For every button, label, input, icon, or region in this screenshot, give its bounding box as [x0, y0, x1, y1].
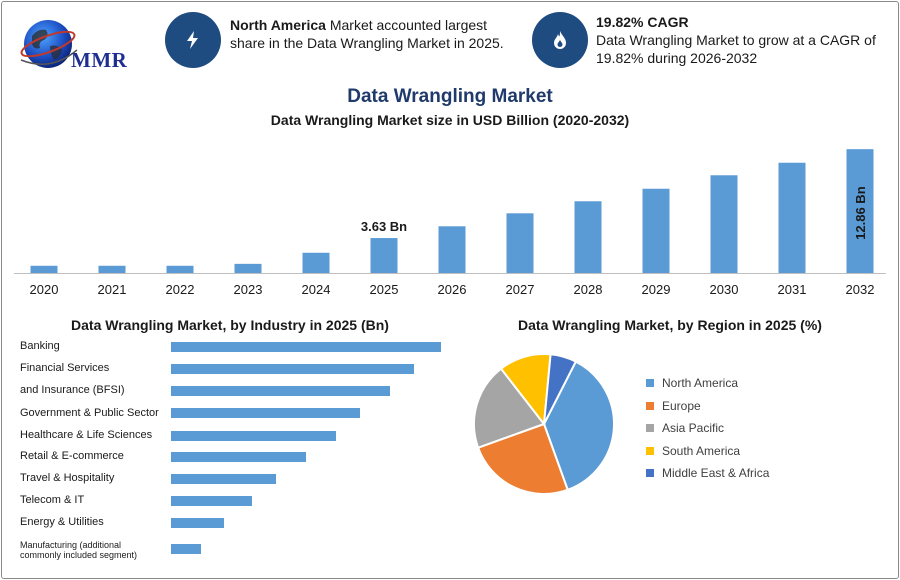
legend-label: North America — [662, 376, 739, 391]
mmr-logo — [20, 20, 78, 68]
legend-item: Middle East & Africa — [646, 462, 769, 485]
bar-2028 — [574, 201, 602, 273]
bar-2029 — [642, 188, 670, 273]
main-chart-subtitle: Data Wrangling Market size in USD Billio… — [270, 112, 630, 128]
bar-2023 — [234, 263, 262, 273]
region-chart-title: Data Wrangling Market, by Region in 2025… — [518, 317, 822, 333]
region-legend: North America Europe Asia Pacific South Ame… — [646, 372, 769, 485]
pie-slice-middle-east-africa — [543, 353, 578, 425]
industry-bar — [171, 496, 252, 506]
x-tick-2028: 2028 — [574, 282, 603, 297]
info1-line2: share in the Data Wrangling Market in 20… — [230, 35, 504, 51]
bar-2027 — [506, 213, 534, 273]
info-north-america: North America Market accounted largest s… — [230, 16, 520, 52]
bar-2032 — [846, 149, 874, 273]
legend-swatch — [646, 446, 654, 455]
legend-swatch — [646, 424, 654, 433]
industry-label: Telecom & IT — [20, 494, 85, 506]
x-tick-2032: 2032 — [846, 282, 875, 297]
info1-text: Market accounted largest — [325, 17, 488, 33]
x-tick-2031: 2031 — [778, 282, 807, 297]
legend-item: North America — [646, 372, 769, 395]
data-label-2025: 3.63 Bn — [361, 219, 407, 234]
industry-label: Manufacturing (additional commonly inclu… — [20, 540, 138, 560]
bar-2024 — [302, 252, 330, 273]
main-title: Data Wrangling Market — [347, 86, 553, 107]
info2-bold: 19.82% CAGR — [596, 14, 689, 30]
industry-label: Travel & Hospitality — [20, 472, 115, 484]
industry-label: Healthcare & Life Sciences — [20, 429, 153, 441]
x-tick-2020: 2020 — [30, 282, 59, 297]
pie-slice-asia-pacific — [473, 367, 546, 449]
info1-bold: North America — [230, 17, 326, 33]
legend-item: Asia Pacific — [646, 417, 769, 440]
x-tick-2029: 2029 — [642, 282, 671, 297]
info2-line3: 19.82% during 2026-2032 — [596, 50, 758, 66]
legend-swatch — [646, 379, 654, 388]
lightning-icon — [165, 12, 221, 68]
x-tick-2022: 2022 — [166, 282, 195, 297]
industry-label: Banking — [20, 340, 60, 352]
logo-text: MMR — [71, 48, 128, 72]
x-tick-2026: 2026 — [438, 282, 467, 297]
industry-bar — [171, 474, 277, 484]
industry-bar — [171, 544, 201, 554]
legend-label: Middle East & Africa — [662, 466, 770, 481]
x-tick-2024: 2024 — [302, 282, 331, 297]
bar-2025 — [370, 238, 398, 273]
bar-2031 — [778, 162, 806, 273]
industry-bar — [171, 518, 224, 528]
industry-label: Financial Services — [20, 362, 110, 374]
info-cagr: 19.82% CAGR Data Wrangling Market to gro… — [596, 13, 886, 67]
pie-slice-europe — [476, 422, 569, 495]
bar-2026 — [438, 226, 466, 273]
industry-label: Retail & E-commerce — [20, 450, 124, 462]
x-tick-2023: 2023 — [234, 282, 263, 297]
industry-bar — [171, 342, 441, 352]
x-tick-2021: 2021 — [98, 282, 127, 297]
pie-slice-north-america — [542, 360, 615, 492]
x-tick-2025: 2025 — [370, 282, 399, 297]
bar-2020 — [30, 265, 58, 273]
legend-item: South America — [646, 440, 769, 463]
info2-line2: Data Wrangling Market to grow at a CAGR … — [596, 32, 876, 48]
industry-bar — [171, 386, 390, 396]
data-label-2032: 12.86 Bn — [853, 186, 868, 240]
legend-label: Europe — [662, 398, 701, 413]
legend-item: Europe — [646, 395, 769, 418]
industry-bar — [171, 452, 306, 462]
market-size-bar-chart: 2020 2021 2022 2023 2024 2025 2026 2027 2028 2029… — [14, 149, 886, 297]
legend-swatch — [646, 469, 654, 478]
bar-2021 — [98, 265, 126, 273]
legend-swatch — [646, 401, 654, 410]
industry-label: Government & Public Sector — [20, 407, 159, 419]
industry-bar — [171, 408, 360, 418]
x-tick-2030: 2030 — [710, 282, 739, 297]
legend-label: South America — [662, 443, 741, 458]
industry-label: and Insurance (BFSI) — [20, 384, 125, 396]
bar-2030 — [710, 175, 738, 273]
bar-2022 — [166, 265, 194, 273]
region-pie-chart — [473, 353, 615, 495]
industry-bar — [171, 431, 336, 441]
industry-chart-title: Data Wrangling Market, by Industry in 20… — [71, 317, 389, 333]
x-tick-2027: 2027 — [506, 282, 535, 297]
industry-label: Energy & Utilities — [20, 516, 104, 528]
flame-icon — [532, 12, 588, 68]
industry-bar — [171, 364, 414, 374]
legend-label: Asia Pacific — [662, 421, 725, 436]
